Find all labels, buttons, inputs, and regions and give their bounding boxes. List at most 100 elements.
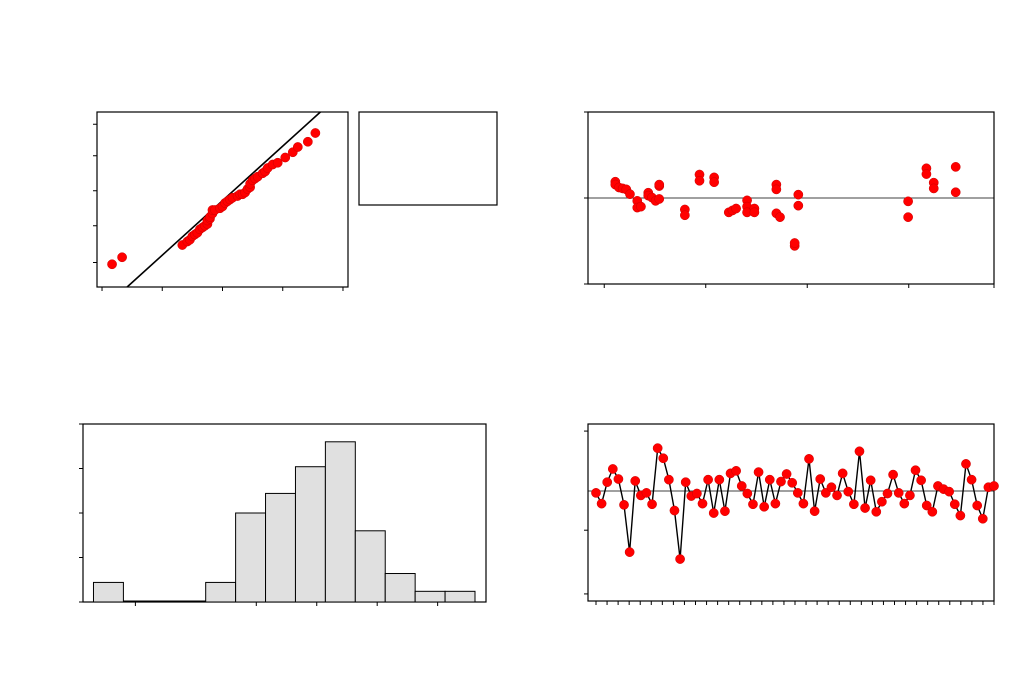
data-point: [832, 490, 842, 501]
data-point: [280, 152, 291, 163]
data-point: [928, 183, 939, 194]
data-point: [877, 496, 887, 507]
data-point: [708, 508, 719, 518]
data-point: [888, 469, 898, 480]
data-point: [989, 481, 999, 491]
data-point: [292, 142, 303, 152]
data-point: [854, 446, 865, 457]
data-point: [781, 469, 792, 479]
data-point: [749, 207, 760, 218]
histogram-bar: [324, 441, 356, 603]
data-point: [775, 212, 785, 223]
data-point: [793, 200, 804, 211]
data-point: [809, 506, 820, 517]
data-point: [804, 454, 814, 464]
data-point: [815, 474, 826, 484]
histogram-bar: [235, 512, 267, 603]
data-point: [921, 500, 932, 511]
data-point: [736, 481, 747, 491]
data-point: [865, 475, 876, 486]
data-point: [596, 498, 607, 509]
data-point: [776, 476, 786, 487]
histogram-bar: [205, 581, 237, 603]
data-point: [748, 499, 758, 510]
data-point: [117, 252, 127, 263]
data-point: [658, 453, 669, 464]
data-point: [921, 169, 932, 179]
data-point: [793, 189, 804, 200]
data-point: [654, 179, 665, 190]
data-point: [927, 506, 938, 517]
data-point: [759, 501, 770, 512]
data-point: [619, 500, 629, 510]
data-point: [764, 474, 775, 485]
data-point: [669, 505, 680, 516]
data-point: [731, 465, 741, 476]
data-point: [625, 189, 635, 200]
data-point: [652, 443, 663, 454]
data-point: [771, 184, 782, 195]
data-point: [624, 547, 635, 557]
histogram-bar: [384, 573, 416, 603]
data-point: [697, 498, 708, 509]
data-point: [692, 488, 702, 499]
data-point: [950, 187, 961, 198]
data-point: [694, 175, 705, 186]
data-point: [680, 477, 691, 488]
data-point: [602, 477, 613, 488]
residuals-vs-order-plot: [584, 423, 999, 605]
data-point: [310, 128, 321, 138]
data-point: [654, 194, 665, 204]
data-point: [916, 475, 926, 486]
data-point: [787, 477, 798, 488]
residuals-vs-fits-plot: [584, 111, 995, 288]
data-point: [961, 459, 971, 469]
data-point: [607, 464, 618, 474]
data-point: [742, 488, 753, 499]
data-point: [641, 488, 652, 498]
data-point: [714, 474, 725, 485]
data-point: [977, 513, 988, 524]
data-point: [664, 474, 674, 485]
data-point: [949, 499, 960, 510]
data-point: [944, 486, 955, 497]
data-point: [903, 212, 913, 223]
data-point: [871, 506, 882, 517]
data-point: [591, 488, 601, 498]
histogram-bar: [92, 581, 124, 603]
legend-box: [358, 111, 498, 206]
data-point: [720, 506, 730, 517]
data-point: [709, 177, 719, 188]
data-point: [789, 238, 800, 248]
data-point: [843, 486, 854, 497]
histogram-bar: [294, 466, 326, 603]
data-point: [910, 465, 921, 476]
data-point: [826, 482, 837, 493]
data-point: [680, 210, 690, 221]
histogram-bar: [265, 492, 296, 603]
plot-frame: [587, 423, 995, 602]
data-point: [630, 476, 641, 486]
data-point: [950, 162, 961, 172]
data-point: [770, 498, 781, 509]
data-point: [753, 467, 764, 477]
data-point: [905, 490, 915, 501]
histogram-bar: [444, 590, 476, 603]
data-point: [636, 201, 646, 212]
data-point: [798, 498, 809, 509]
histogram-bar: [414, 590, 446, 603]
data-point: [860, 503, 870, 513]
histogram-bar: [354, 530, 386, 603]
data-point: [731, 203, 741, 214]
histogram-plot: [79, 423, 487, 606]
data-point: [703, 474, 713, 485]
data-point: [972, 500, 983, 511]
data-point: [302, 136, 313, 147]
data-point: [792, 488, 803, 498]
normal-probability-plot: [93, 111, 349, 291]
data-point: [272, 157, 283, 168]
data-point: [107, 259, 117, 270]
data-point: [837, 468, 848, 479]
data-point: [899, 498, 910, 509]
